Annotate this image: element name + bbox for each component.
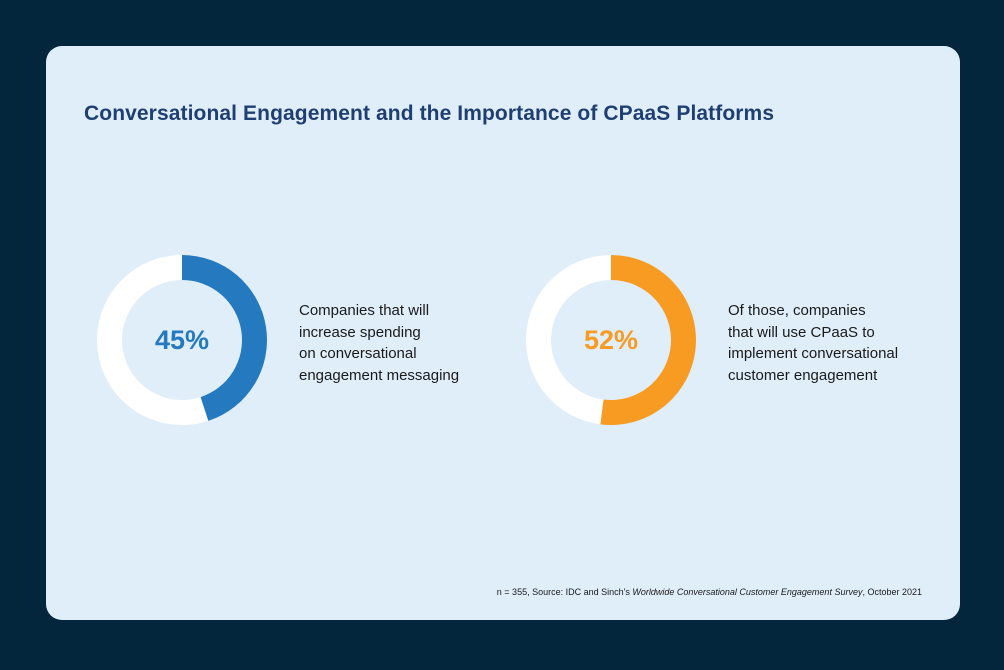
footnote-prefix: n = 355, Source: IDC and Sinch's — [496, 587, 633, 597]
donut-slice-remainder — [526, 255, 611, 425]
infographic-card: Conversational Engagement and the Import… — [46, 46, 960, 620]
donut-slice-value — [182, 255, 267, 421]
donut-1-value: 45% — [154, 325, 210, 355]
donut-1-description: Companies that will increase spending on… — [299, 302, 460, 384]
donut-slice-remainder — [96, 255, 209, 425]
donut-2-value: 52% — [583, 325, 639, 355]
donut-slice-value — [600, 255, 697, 425]
page-title: Conversational Engagement and the Import… — [84, 102, 775, 125]
donut-chart-2: 52% — [525, 254, 697, 426]
donut-2-description: Of those, companies that will use CPaaS … — [728, 302, 899, 384]
footnote-survey-name: Worldwide Conversational Customer Engage… — [632, 587, 863, 597]
footnote-suffix: , October 2021 — [862, 587, 922, 597]
source-footnote: n = 355, Source: IDC and Sinch's Worldwi… — [497, 587, 922, 597]
donut-chart-1: 45% — [96, 254, 268, 426]
